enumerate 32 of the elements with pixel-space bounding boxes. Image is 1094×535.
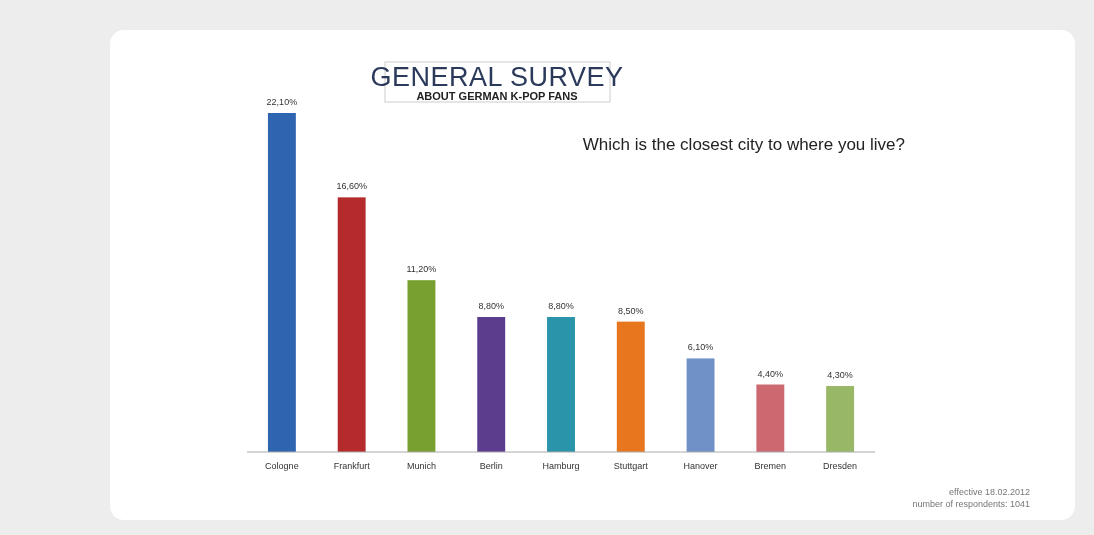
bar <box>267 113 296 452</box>
x-tick-label: Dresden <box>823 461 858 471</box>
data-label: 16,60% <box>336 181 367 192</box>
data-label: 11,20% <box>406 264 437 275</box>
x-tick-label: Berlin <box>479 461 503 471</box>
x-tick-label: Munich <box>406 461 436 471</box>
text: number of respondents: 1041 <box>912 499 1030 509</box>
bar <box>756 384 785 452</box>
data-label: 8,80% <box>548 301 574 312</box>
bar <box>547 317 575 452</box>
data-label: 6,10% <box>687 342 714 353</box>
chart-subtitle: ABOUT GERMAN K-POP FANS <box>416 90 578 102</box>
annotation: Which is the closest city to where you live? <box>582 135 905 154</box>
bar <box>337 197 366 452</box>
data-label: 22,10% <box>266 97 298 107</box>
bar <box>826 386 855 452</box>
chart-title: GENERAL SURVEY <box>370 62 624 92</box>
x-tick-label: Cologne <box>265 461 299 471</box>
x-tick-label: Frankfurt <box>333 461 371 471</box>
bar <box>616 321 645 452</box>
data-label: 4,40% <box>757 368 784 379</box>
x-tick-label: Bremen <box>754 461 787 471</box>
x-tick-label: Hanover <box>683 461 718 471</box>
bar <box>407 280 436 452</box>
data-label: 4,30% <box>827 370 853 381</box>
bar <box>477 317 506 452</box>
data-label: 8,50% <box>618 305 644 316</box>
data-label: 8,80% <box>478 301 504 312</box>
x-tick-label: Stuttgart <box>613 461 649 471</box>
x-tick-label: Hamburg <box>542 461 580 471</box>
bar <box>686 358 715 452</box>
text: effective 18.02.2012 <box>949 487 1030 497</box>
